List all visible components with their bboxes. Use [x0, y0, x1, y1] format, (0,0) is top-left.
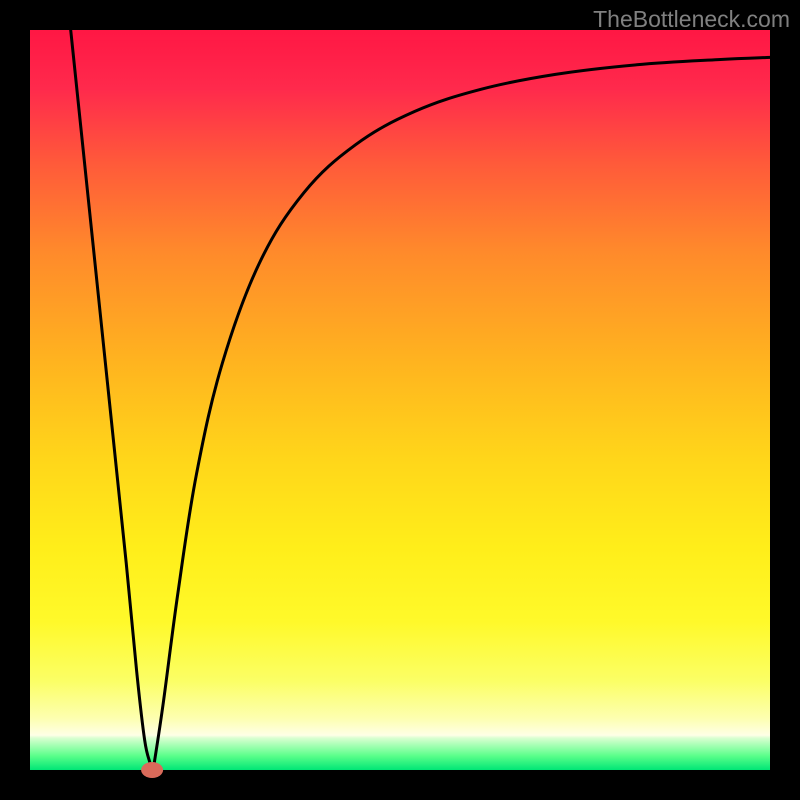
bottleneck-chart — [0, 0, 800, 800]
watermark-text: TheBottleneck.com — [593, 6, 790, 33]
chart-container: { "chart": { "type": "line", "width": 80… — [0, 0, 800, 800]
optimum-marker — [141, 762, 163, 778]
plot-background — [30, 30, 770, 770]
